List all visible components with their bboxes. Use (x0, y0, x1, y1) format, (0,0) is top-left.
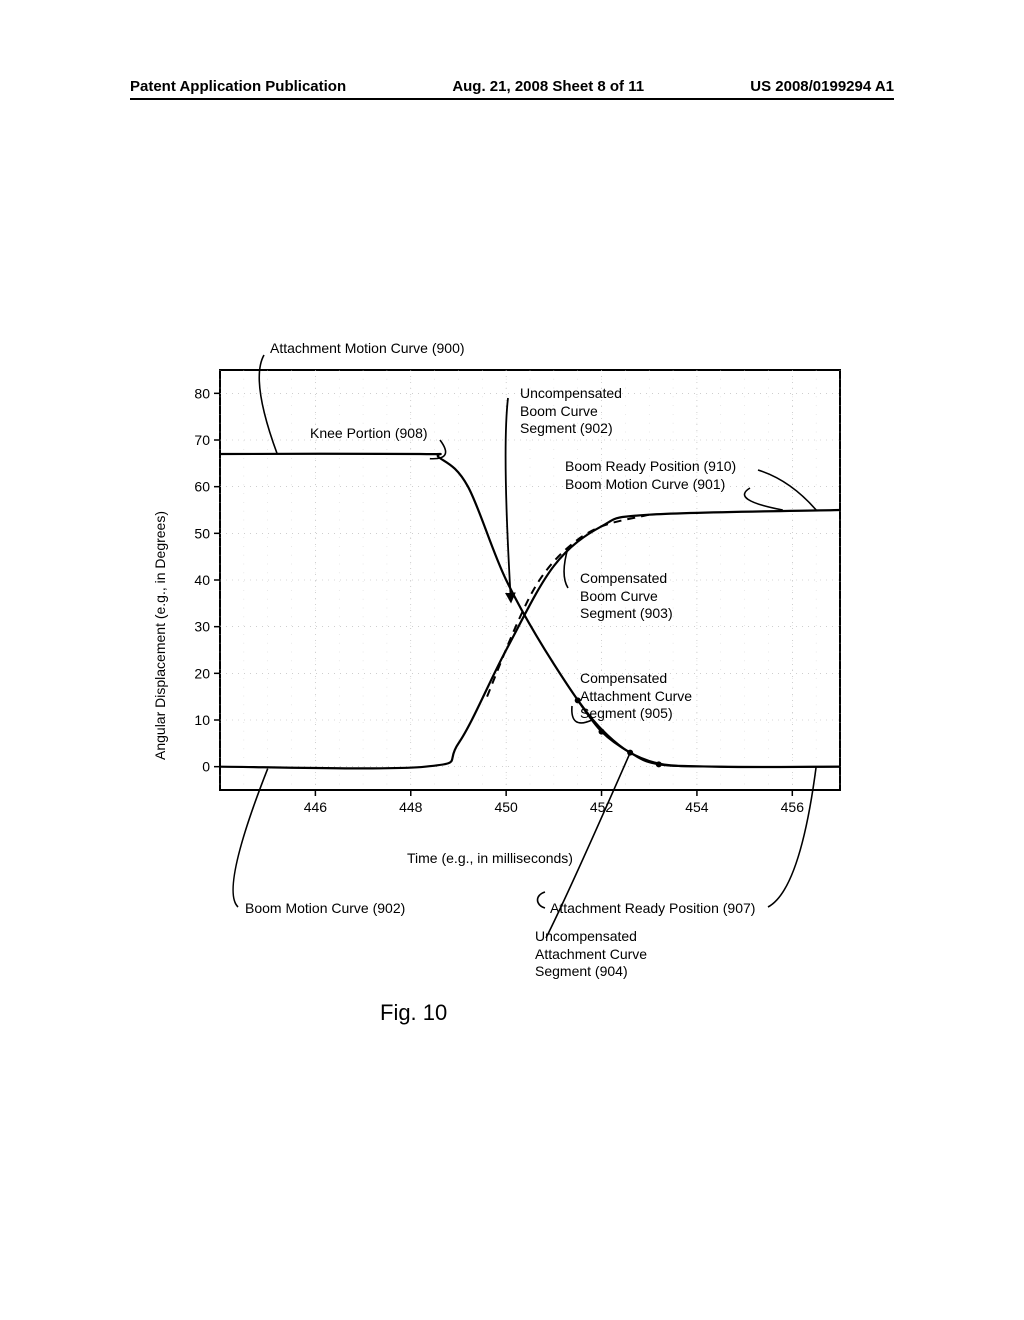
label-knee-portion: Knee Portion (908) (310, 425, 428, 443)
svg-text:70: 70 (194, 432, 210, 448)
label-boom-motion-curve-901: Boom Motion Curve (901) (565, 476, 725, 494)
chart-svg: 446 448 450 452 454 456 0 10 20 30 40 50 60 70 80 (150, 330, 850, 1050)
svg-text:40: 40 (194, 572, 210, 588)
label-uncompensated-attachment-segment: Uncompensated Attachment Curve Segment (… (535, 928, 647, 981)
svg-text:60: 60 (194, 479, 210, 495)
svg-text:0: 0 (202, 759, 210, 775)
header-center: Aug. 21, 2008 Sheet 8 of 11 (452, 78, 644, 95)
svg-text:452: 452 (590, 799, 614, 815)
svg-text:50: 50 (194, 525, 210, 541)
svg-text:30: 30 (194, 619, 210, 635)
x-axis-label: Time (e.g., in milliseconds) (360, 850, 620, 866)
label-compensated-boom-segment: Compensated Boom Curve Segment (903) (580, 570, 673, 623)
label-boom-ready-position: Boom Ready Position (910) (565, 458, 736, 476)
svg-text:450: 450 (494, 799, 518, 815)
svg-text:10: 10 (194, 712, 210, 728)
svg-text:446: 446 (304, 799, 328, 815)
figure-10: 446 448 450 452 454 456 0 10 20 30 40 50 60 70 80 Angu… (150, 330, 830, 1030)
figure-caption: Fig. 10 (380, 1000, 447, 1026)
label-boom-motion-curve-902: Boom Motion Curve (902) (245, 900, 405, 918)
svg-text:20: 20 (194, 665, 210, 681)
svg-text:456: 456 (781, 799, 805, 815)
svg-text:448: 448 (399, 799, 423, 815)
y-axis-label: Angular Displacement (e.g., in Degrees) (152, 460, 168, 760)
label-attachment-motion-curve: Attachment Motion Curve (900) (270, 340, 465, 358)
svg-text:80: 80 (194, 385, 210, 401)
header-left: Patent Application Publication (130, 78, 346, 95)
label-uncompensated-boom-segment: Uncompensated Boom Curve Segment (902) (520, 385, 622, 438)
label-compensated-attachment-segment: Compensated Attachment Curve Segment (90… (580, 670, 692, 723)
header-rule (130, 98, 894, 100)
header-right: US 2008/0199294 A1 (750, 78, 894, 95)
label-attachment-ready-position: Attachment Ready Position (907) (550, 900, 755, 918)
svg-text:454: 454 (685, 799, 709, 815)
